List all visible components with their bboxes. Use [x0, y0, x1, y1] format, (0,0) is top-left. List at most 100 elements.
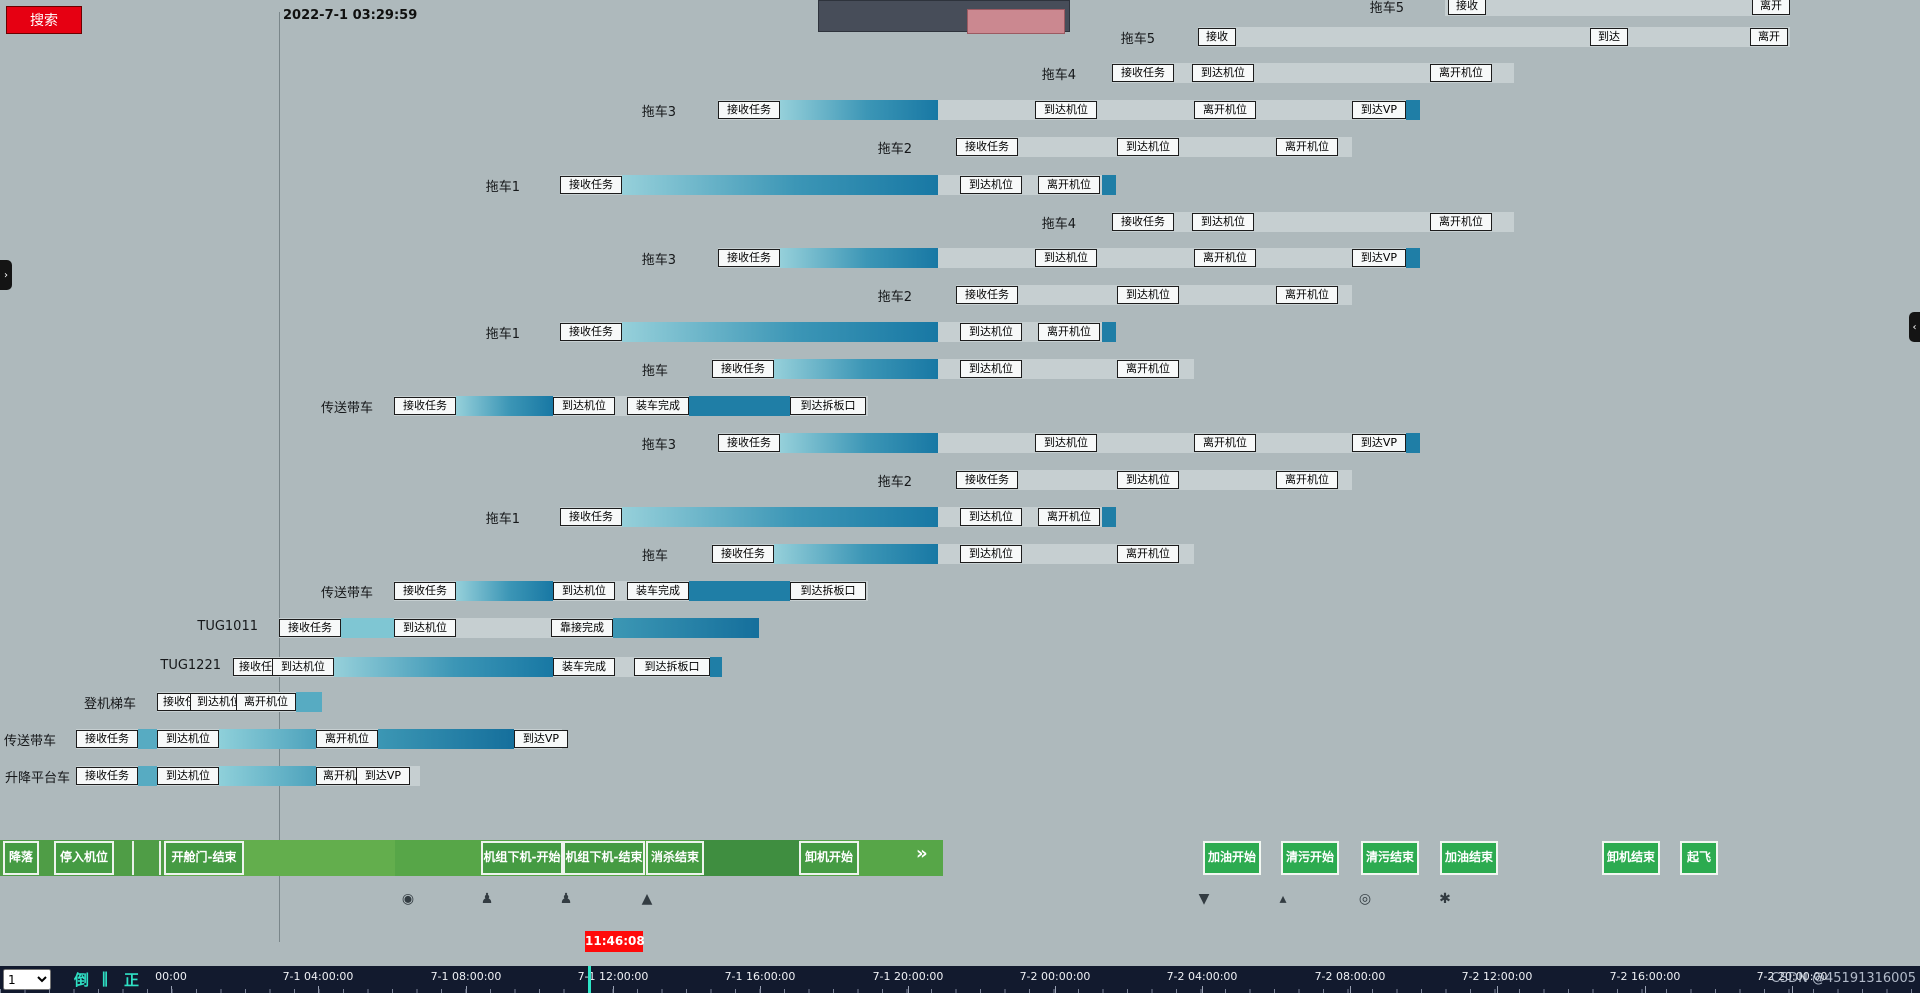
timeline-axis[interactable]: 1 倒 ‖ 正 00:00 7-1 04:00:00 7-1 08:00:00 7-1 1… — [0, 966, 1920, 993]
flight-event-box[interactable]: 机组下机-开始 — [481, 841, 563, 875]
play-forward-button[interactable]: 正 — [118, 968, 145, 991]
event-box[interactable]: 到达机位 — [1117, 471, 1179, 489]
task-bar[interactable] — [1406, 248, 1420, 268]
event-box[interactable]: 接收任务 — [956, 286, 1018, 304]
flight-event-box[interactable]: 机组下机-结束 — [563, 841, 645, 875]
flight-event-box[interactable]: 停入机位 — [54, 841, 114, 875]
event-box[interactable]: 接收 — [1198, 28, 1236, 46]
event-box[interactable]: 接收任务 — [560, 323, 622, 341]
task-bar[interactable] — [1102, 507, 1116, 527]
task-bar[interactable] — [219, 729, 316, 749]
event-box[interactable]: 到达机位 — [1035, 101, 1097, 119]
task-bar[interactable] — [774, 544, 938, 564]
flight-event-box[interactable]: 消杀结束 — [646, 841, 704, 875]
event-box[interactable]: 装车完成 — [627, 397, 689, 415]
task-bar[interactable] — [219, 766, 316, 786]
task-bar[interactable] — [780, 433, 938, 453]
flight-event-box[interactable]: 卸机开始 — [799, 841, 859, 875]
event-box[interactable]: 离开机位 — [236, 693, 296, 711]
task-bar[interactable] — [1102, 322, 1116, 342]
event-box[interactable]: 到达机位 — [1192, 213, 1254, 231]
event-box[interactable]: 到达VP — [1352, 101, 1406, 119]
event-box[interactable]: 接收任务 — [718, 434, 780, 452]
search-button[interactable]: 搜索 — [6, 6, 82, 34]
event-box[interactable]: 接收任务 — [1112, 64, 1174, 82]
event-box[interactable]: 离开机位 — [1276, 138, 1338, 156]
task-bar[interactable] — [622, 322, 938, 342]
task-bar[interactable] — [341, 618, 394, 638]
event-box[interactable]: 接收任务 — [76, 767, 138, 785]
flight-event-box[interactable]: 起飞 — [1680, 841, 1718, 875]
event-box[interactable]: 离开机位 — [1117, 360, 1179, 378]
task-bar[interactable] — [689, 396, 790, 416]
event-box[interactable]: 离开机位 — [1276, 471, 1338, 489]
flight-event-box[interactable]: 降落 — [3, 841, 39, 875]
event-box[interactable]: 到达机位 — [553, 582, 615, 600]
flight-event-box[interactable]: 加油开始 — [1203, 841, 1261, 875]
event-box[interactable]: 到达机位 — [394, 619, 456, 637]
play-backward-button[interactable]: 倒 — [68, 968, 95, 991]
expand-right-handle[interactable]: ‹ — [1909, 312, 1920, 342]
event-box[interactable]: 到达机位 — [960, 323, 1022, 341]
event-box[interactable]: 离开机位 — [1430, 213, 1492, 231]
event-box[interactable]: 到达VP — [1352, 249, 1406, 267]
event-box[interactable]: 接收任务 — [1112, 213, 1174, 231]
event-box[interactable]: 到达机位 — [1035, 249, 1097, 267]
task-bar[interactable] — [456, 581, 553, 601]
event-box[interactable]: 靠接完成 — [551, 619, 613, 637]
event-box[interactable]: 离开机位 — [1038, 508, 1100, 526]
task-bar[interactable] — [710, 657, 722, 677]
event-box[interactable]: 到达机位 — [1192, 64, 1254, 82]
flight-event-box[interactable]: 清污开始 — [1281, 841, 1339, 875]
task-bar[interactable] — [622, 507, 938, 527]
event-box[interactable]: 离开 — [1752, 0, 1790, 15]
event-box[interactable]: 到达VP — [514, 730, 568, 748]
event-box[interactable]: 到达机位 — [1117, 138, 1179, 156]
event-box[interactable]: 接收 — [1448, 0, 1486, 15]
event-box[interactable]: 到达VP — [356, 767, 410, 785]
event-box[interactable]: 到达 — [1590, 28, 1628, 46]
task-bar[interactable] — [138, 729, 157, 749]
event-box[interactable]: 到达机位 — [960, 360, 1022, 378]
event-box[interactable]: 到达机位 — [1035, 434, 1097, 452]
event-box[interactable]: 接收任务 — [560, 508, 622, 526]
task-bar[interactable] — [780, 100, 938, 120]
event-box[interactable]: 装车完成 — [627, 582, 689, 600]
flight-event-box[interactable]: 卸机结束 — [1602, 841, 1660, 875]
event-box[interactable]: 接收任务 — [394, 397, 456, 415]
event-box[interactable]: 离开机位 — [1276, 286, 1338, 304]
event-box[interactable]: 到达机位 — [1117, 286, 1179, 304]
task-bar[interactable] — [138, 766, 157, 786]
more-events-arrow-icon[interactable]: » — [916, 843, 928, 864]
event-box[interactable]: 离开机位 — [1194, 249, 1256, 267]
expand-left-handle[interactable]: › — [0, 260, 12, 290]
event-box[interactable]: 接收任务 — [718, 249, 780, 267]
event-box[interactable]: 接收任务 — [712, 545, 774, 563]
event-box[interactable]: 接收任务 — [956, 138, 1018, 156]
event-box[interactable]: 接收任务 — [718, 101, 780, 119]
task-bar[interactable] — [1406, 433, 1420, 453]
event-box[interactable]: 接收任务 — [956, 471, 1018, 489]
event-box[interactable]: 到达机位 — [960, 508, 1022, 526]
event-box[interactable]: 离开 — [1750, 28, 1788, 46]
event-box[interactable]: 到达拆板口 — [634, 658, 710, 676]
event-box[interactable]: 离开机位 — [1194, 434, 1256, 452]
event-box[interactable]: 离开机位 — [1117, 545, 1179, 563]
flight-event-box[interactable]: 开舱门-结束 — [164, 841, 244, 875]
speed-select[interactable]: 1 — [3, 969, 51, 990]
event-box[interactable]: 接收任务 — [712, 360, 774, 378]
task-bar[interactable] — [774, 359, 938, 379]
task-bar[interactable] — [334, 657, 553, 677]
task-bar[interactable] — [622, 175, 938, 195]
task-bar[interactable] — [296, 692, 322, 712]
event-box[interactable]: 离开机位 — [1038, 323, 1100, 341]
event-box[interactable]: 离开机位 — [316, 730, 378, 748]
event-box[interactable]: 到达机位 — [960, 176, 1022, 194]
task-bar[interactable] — [1102, 175, 1116, 195]
event-box[interactable]: 到达机位 — [157, 767, 219, 785]
event-box[interactable]: 到达VP — [1352, 434, 1406, 452]
event-box[interactable]: 接收任务 — [560, 176, 622, 194]
pause-button[interactable]: ‖ — [95, 968, 115, 988]
event-box[interactable]: 离开机位 — [1194, 101, 1256, 119]
event-box[interactable]: 装车完成 — [553, 658, 615, 676]
